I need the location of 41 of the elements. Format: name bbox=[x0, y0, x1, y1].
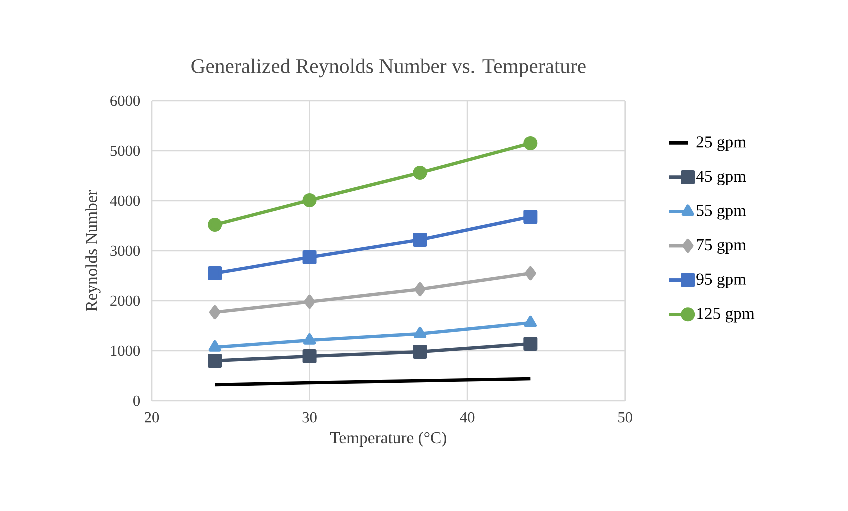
point bbox=[414, 282, 426, 297]
point bbox=[413, 345, 428, 360]
point bbox=[302, 250, 317, 265]
x-tick-label: 30 bbox=[302, 412, 317, 423]
point bbox=[414, 326, 427, 338]
legend-label: 75 gpm bbox=[697, 240, 746, 254]
point bbox=[524, 136, 538, 150]
y-axis-title: Reynolds Number bbox=[86, 190, 101, 312]
point bbox=[302, 349, 317, 364]
line-series bbox=[213, 377, 532, 387]
point bbox=[413, 166, 428, 180]
point bbox=[304, 294, 316, 310]
legend-label: 25 gpm bbox=[696, 136, 746, 152]
point bbox=[209, 305, 221, 320]
legend-label: 55 gpm bbox=[697, 205, 746, 220]
y-tick-label: 1000 bbox=[111, 346, 140, 356]
point bbox=[303, 333, 316, 345]
y-tick-label: 0 bbox=[134, 396, 140, 406]
x-tick-label: 50 bbox=[618, 412, 632, 423]
point bbox=[208, 218, 222, 232]
point bbox=[208, 354, 222, 368]
x-tick-label: 20 bbox=[145, 412, 160, 423]
chart-title: Generalized Reynolds Number vs. Temperature bbox=[192, 58, 586, 78]
point bbox=[208, 266, 222, 280]
point bbox=[524, 336, 538, 352]
y-tick-label: 6000 bbox=[110, 96, 140, 106]
legend-label: 45 gpm bbox=[696, 170, 746, 186]
y-tick-label: 4000 bbox=[110, 196, 140, 206]
point bbox=[302, 193, 317, 208]
legend-label: 95 gpm bbox=[696, 274, 746, 288]
point bbox=[524, 210, 538, 224]
x-axis-title: Temperature (°C) bbox=[330, 432, 446, 447]
point bbox=[525, 266, 536, 280]
x-tick-label: 40 bbox=[460, 412, 475, 423]
point bbox=[208, 340, 222, 352]
y-tick-label: 5000 bbox=[110, 146, 140, 156]
y-tick-label: 3000 bbox=[110, 246, 140, 256]
legend-label: 125 gpm bbox=[698, 308, 755, 323]
point bbox=[524, 316, 537, 328]
point bbox=[413, 232, 428, 247]
y-tick-label: 2000 bbox=[110, 296, 140, 306]
